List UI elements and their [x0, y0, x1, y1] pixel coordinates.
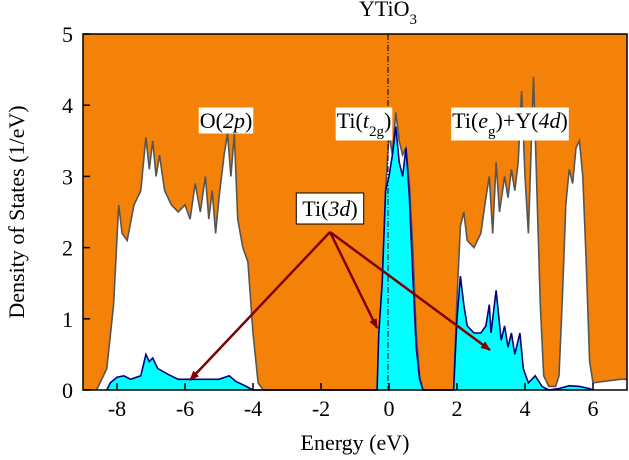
text-part: YTiO — [359, 0, 410, 21]
x-tick-label: -4 — [244, 396, 262, 421]
annotation-box — [198, 107, 254, 134]
text-part: ) — [245, 108, 252, 133]
text-part: O( — [200, 108, 223, 133]
annotation-text: Ti(3d) — [302, 196, 357, 221]
annotation: O(2p) — [198, 107, 254, 134]
chart-title: YTiO3 — [359, 0, 417, 28]
arrow — [329, 230, 491, 352]
line — [95, 76, 627, 391]
text-part: t — [363, 108, 370, 133]
text-part: e — [478, 108, 488, 133]
text-part: Ti( — [337, 108, 363, 133]
text-part: 4d — [539, 108, 562, 133]
annotation: Ti(t2g) — [335, 107, 393, 141]
text-part: 3 — [410, 12, 418, 28]
annotation: Ti(3d) — [295, 192, 365, 225]
text-part: ) — [350, 196, 357, 221]
x-tick-label: 6 — [588, 396, 599, 421]
y-tick-label: 3 — [62, 164, 73, 189]
annotation-text: O(2p) — [200, 108, 253, 133]
y-tick-label: 5 — [62, 22, 73, 47]
annotation-text: Ti(eg)+Y(4d) — [452, 108, 568, 140]
y-axis-label: Density of States (1/eV) — [4, 105, 29, 318]
y-tick-label: 0 — [62, 378, 73, 403]
annotation-box — [335, 107, 393, 141]
annotation-box — [451, 107, 569, 141]
x-tick-label: 2 — [452, 396, 463, 421]
text-part: ) — [384, 108, 391, 133]
text-part: Ti( — [452, 108, 478, 133]
x-axis-label: Energy (eV) — [301, 430, 410, 455]
arrow — [189, 231, 331, 381]
y-tick-label: 2 — [62, 236, 73, 261]
text-part: 2g — [369, 124, 385, 140]
annotation-text: Ti(t2g) — [337, 108, 392, 140]
plot-frame — [82, 33, 628, 391]
text-part: 3d — [327, 196, 351, 221]
annotation: Ti(eg)+Y(4d) — [451, 107, 569, 141]
x-tick-label: 0 — [384, 396, 395, 421]
y-tick-label: 4 — [62, 93, 73, 118]
y-tick-label: 1 — [62, 307, 73, 332]
x-tick-label: -2 — [312, 396, 330, 421]
text-part: )+Y( — [496, 108, 539, 133]
text-part: 2p — [223, 108, 245, 133]
line — [106, 126, 594, 391]
text-part: g — [488, 124, 496, 140]
annotation-box — [295, 192, 365, 225]
text-part: Ti( — [302, 196, 328, 221]
x-tick-label: -6 — [176, 396, 194, 421]
text-part: ) — [561, 108, 568, 133]
x-tick-label: 4 — [520, 396, 531, 421]
x-tick-label: -8 — [108, 396, 126, 421]
arrow — [328, 231, 379, 329]
